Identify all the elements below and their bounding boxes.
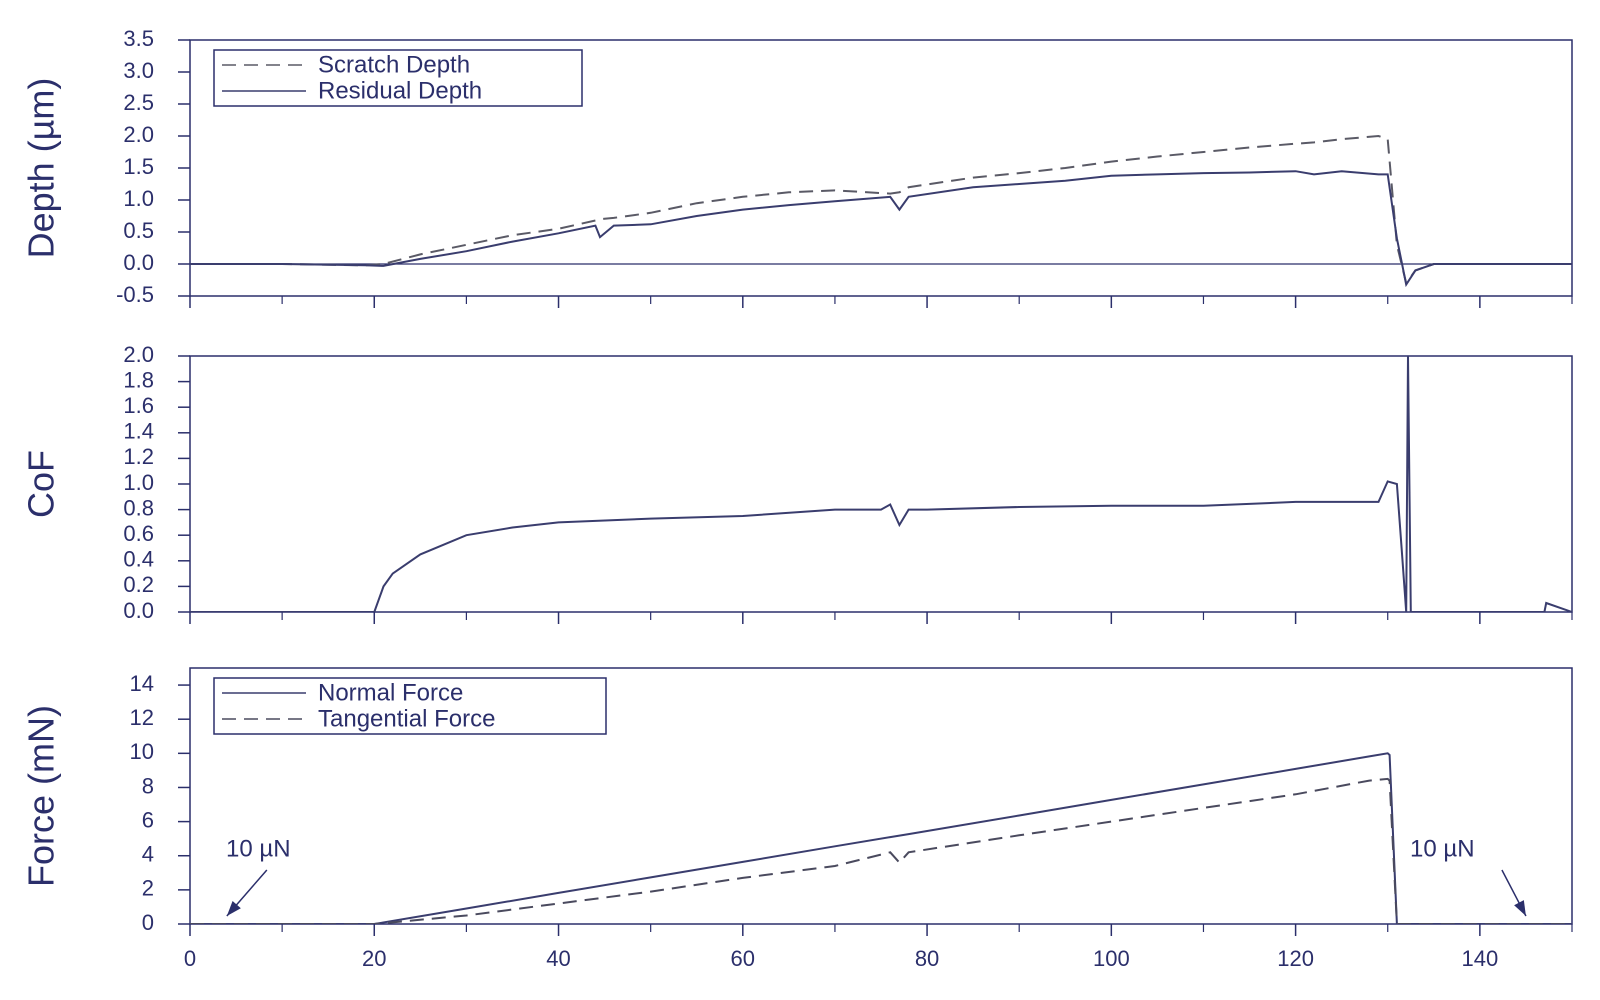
y-tick-label: 0.0 [123,598,154,623]
legend-box [213,49,583,107]
plot-frame [189,667,1573,925]
y-tick-label: 0.4 [123,547,154,572]
y-tick-label: 1.8 [123,367,154,392]
legend-label: Tangential Force [318,705,495,732]
y-tick-label: 6 [142,807,154,832]
y-tick-label: 8 [142,773,154,798]
data-line [190,356,1572,612]
y-tick-label: 2.5 [123,90,154,115]
y-tick-label: 1.6 [123,393,154,418]
y-tick-label: 0.5 [123,218,154,243]
y-tick-label: 2.0 [123,122,154,147]
data-line [190,777,1572,924]
y-tick-label: 12 [130,705,154,730]
x-tick-label: 80 [915,946,939,971]
x-tick-label: 40 [546,946,570,971]
y-tick-label: 10 [130,739,154,764]
y-tick-label: 4 [142,842,154,867]
y-tick-label: 1.2 [123,444,154,469]
y-tick-label: 0 [142,910,154,935]
y-tick-label: 2.0 [123,342,154,367]
arrow-head [1514,900,1526,916]
data-line [190,170,1572,288]
y-tick-label: 0.8 [123,495,154,520]
legend-label: Residual Depth [318,77,482,104]
legend-label: Normal Force [318,679,463,706]
y-tick-label: 1.5 [123,154,154,179]
y-tick-label: 1.0 [123,186,154,211]
x-tick-label: 20 [362,946,386,971]
y-tick-label: 0.2 [123,572,154,597]
x-tick-label: 120 [1277,946,1314,971]
y-axis-label: Depth (µm) [21,78,62,259]
data-line [190,134,1572,286]
arrow-head [226,901,241,916]
y-tick-label: 3.5 [123,26,154,51]
y-tick-label: 1.0 [123,470,154,495]
plot-frame [189,355,1573,613]
legend-box [213,677,607,735]
annotation: 10 µN [1410,835,1475,862]
y-tick-label: 2 [142,876,154,901]
x-tick-label: 60 [731,946,755,971]
y-tick-label: 1.4 [123,419,154,444]
data-line [190,752,1572,924]
y-tick-label: 0.6 [123,521,154,546]
y-axis-label: Force (mN) [21,705,62,887]
y-tick-label: -0.5 [116,282,154,307]
x-tick-label: 140 [1462,946,1499,971]
y-tick-label: 3.0 [123,58,154,83]
y-axis-label: CoF [21,450,62,518]
y-tick-label: 0.0 [123,250,154,275]
annotation: 10 µN [226,835,291,862]
y-tick-label: 14 [130,671,154,696]
x-tick-label: 100 [1093,946,1130,971]
legend-label: Scratch Depth [318,51,470,78]
x-tick-label: 0 [184,946,196,971]
